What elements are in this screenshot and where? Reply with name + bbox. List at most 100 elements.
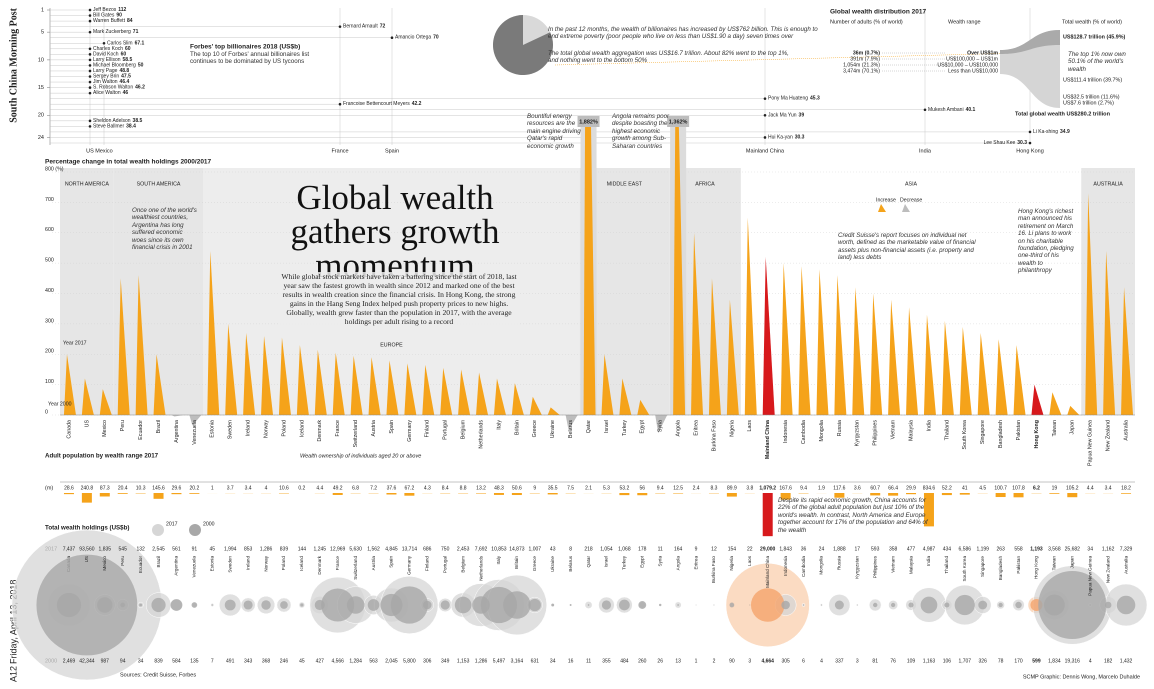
adult-pop-bar [81, 493, 92, 503]
wealth-2017-label: 1,245 [314, 546, 327, 552]
wealth-country: Mexico [102, 556, 107, 571]
wealth-2000-label: 4,566 [331, 658, 344, 664]
adult-pop-bar [780, 493, 791, 500]
adult-pop-bar [171, 493, 182, 495]
billionaire-dot [88, 64, 92, 67]
wealth-2000-label: 631 [531, 658, 540, 664]
billionaire-dot [338, 25, 342, 28]
bar [1103, 250, 1116, 415]
bar [207, 250, 220, 415]
billionaire-label: Hui Ka-yan 30.3 [768, 135, 805, 141]
adult-pop-value: 1,079.2 [759, 485, 776, 491]
wealth-2017-label: 13,714 [402, 546, 418, 552]
billionaire-dot [88, 14, 92, 17]
wealth-2017-label: 6,586 [959, 546, 972, 552]
billionaire-worth: 30.3 [1017, 140, 1027, 146]
bar [977, 332, 990, 415]
x-tick-label: Eritrea [693, 420, 699, 436]
bar [1049, 392, 1062, 415]
x-tick-label: Italy [496, 420, 502, 430]
legend-circle [152, 524, 164, 536]
bar [816, 269, 829, 415]
x-tick-label: Japan [1070, 420, 1076, 434]
wealth-2000-label: 427 [316, 658, 325, 664]
wealth-2017-label: 93,560 [79, 546, 95, 552]
dist-adults: 391m (7.9%) [850, 56, 880, 62]
billionaire-label: Jeff Bezos 112 [93, 7, 127, 13]
rank-tick-label: 15 [38, 85, 44, 91]
region-label: MIDDLE EAST [607, 181, 643, 187]
wealth-2000-label: 1,432 [1120, 658, 1133, 664]
wealth-2017-label: 558 [1014, 546, 1023, 552]
billionaire-label: Warren Buffett 84 [93, 18, 133, 24]
bar [601, 354, 614, 415]
wealth-2017-label: 1,286 [260, 546, 273, 552]
wealth-country: Mongolia [819, 556, 824, 575]
x-tick-label: Israel [604, 420, 610, 433]
bar [153, 354, 166, 415]
wealth-2017-label: 1,994 [224, 546, 237, 552]
bar [493, 378, 506, 415]
wealth-2017-label: 45 [210, 546, 216, 552]
adult-pop-value: 117.6 [833, 485, 845, 491]
y-tick-label: 200 [45, 349, 54, 355]
billionaire-name: Michael Bloomberg [93, 63, 136, 69]
wealth-2000 [346, 596, 365, 614]
billionaire-worth: 47.5 [121, 74, 131, 80]
adult-pop-value: 66.4 [888, 485, 898, 491]
wealth-2000 [151, 597, 166, 613]
billionaire-worth: 38.4 [126, 124, 136, 130]
bar [368, 357, 381, 415]
billionaire-worth: 45.3 [810, 96, 820, 102]
billionaire-label: Charles Koch 60 [93, 46, 131, 52]
x-tick-label: Malaysia [908, 420, 914, 441]
adult-pop-value: 3.7 [227, 485, 234, 491]
adult-pop-value: 20.2 [190, 485, 200, 491]
adult-pop-value: 6.8 [352, 485, 359, 491]
bar [529, 396, 542, 415]
adult-pop-value: 8.8 [460, 485, 467, 491]
billionaire-name: S. Robson Walton [93, 85, 133, 91]
adult-pop-value: 89.9 [727, 485, 737, 491]
wealth-2000-label: 11 [586, 658, 591, 664]
billionaire-name: David Koch [93, 52, 119, 58]
billionaire-label: S. Robson Walton 46.2 [93, 85, 145, 91]
legend-label: 2000 [203, 521, 215, 527]
legend-mark [878, 204, 886, 212]
wealth-2000 [120, 602, 126, 608]
wealth-2000-label: 343 [244, 658, 253, 664]
billionaire-dot [88, 47, 92, 51]
legend-circle [189, 524, 201, 536]
wealth-2000-label: 1,284 [349, 658, 362, 664]
wealth-2017-label: 1,162 [1102, 546, 1115, 552]
billionaire-dot [390, 36, 394, 40]
wealth-2000-label: 45 [299, 658, 305, 664]
wealth-2000-label: 81 [872, 658, 878, 664]
paper-name: South China Morning Post [8, 7, 19, 122]
adult-pop-value: 52.2 [942, 485, 952, 491]
wealth-2000-label: 3,164 [511, 658, 524, 664]
wealth-2000 [890, 602, 896, 608]
dist-title: Global wealth distribution 2017 [830, 9, 926, 16]
wealth-2017-label: 34 [1087, 546, 1093, 552]
adult-pop-value: 50.6 [512, 485, 522, 491]
x-tick-label: Taiwan [1052, 420, 1058, 437]
adult-pop-value: 28.6 [64, 485, 74, 491]
country-label: Spain [385, 148, 399, 154]
wealth-2000-label: 5,800 [403, 658, 416, 664]
billionaire-worth: 70 [433, 35, 439, 41]
wealth-2000-label: 1,707 [959, 658, 972, 664]
billionaire-label: Mark Zuckerberg 71 [93, 29, 139, 35]
wealth-2017-label: 561 [172, 546, 181, 552]
wealth-country: Hong Kong [1034, 556, 1039, 579]
rank-tick-label: 20 [38, 113, 44, 119]
adult-pop-value: 167.6 [779, 485, 792, 491]
country-label: France [331, 148, 348, 154]
adult-pop-value: 834.6 [923, 485, 936, 491]
bar [1085, 193, 1098, 415]
wealth-2000 [658, 603, 662, 607]
adult-pop-value: 3.4 [1105, 485, 1112, 491]
wealth-country: Bangladesh [998, 556, 1003, 581]
x-tick-label: Mexico [102, 420, 108, 437]
adult-pop-value: 10.3 [136, 485, 146, 491]
